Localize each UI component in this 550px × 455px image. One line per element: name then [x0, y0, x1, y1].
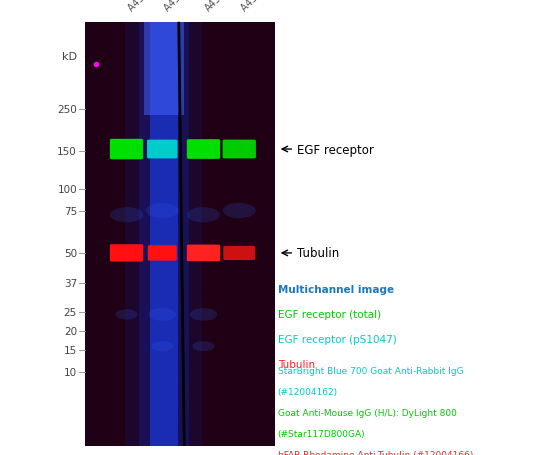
Ellipse shape: [116, 310, 138, 320]
Text: 37: 37: [64, 278, 77, 288]
Text: 10: 10: [64, 367, 77, 377]
Text: 250: 250: [57, 105, 77, 115]
FancyBboxPatch shape: [110, 140, 143, 160]
Text: A431untreated: A431untreated: [204, 0, 262, 14]
Ellipse shape: [187, 207, 220, 223]
Ellipse shape: [148, 308, 176, 321]
Text: EGF receptor: EGF receptor: [297, 143, 374, 156]
Ellipse shape: [223, 203, 256, 219]
FancyBboxPatch shape: [147, 140, 178, 159]
Text: kD: kD: [62, 51, 77, 61]
Ellipse shape: [192, 341, 215, 352]
FancyBboxPatch shape: [187, 140, 220, 160]
Text: A431+ EGF: A431+ EGF: [162, 0, 208, 14]
Bar: [85, 23, 275, 446]
FancyBboxPatch shape: [110, 245, 143, 262]
Text: 20: 20: [64, 327, 77, 337]
Text: 75: 75: [64, 206, 77, 216]
Ellipse shape: [110, 207, 143, 223]
Ellipse shape: [146, 203, 179, 219]
Text: Tubulin: Tubulin: [297, 247, 339, 260]
Bar: [125, 23, 202, 446]
Text: A431 untreated: A431 untreated: [126, 0, 188, 14]
Text: 25: 25: [64, 308, 77, 318]
Text: 150: 150: [57, 147, 77, 157]
Text: 50: 50: [64, 248, 77, 258]
FancyBboxPatch shape: [223, 246, 255, 260]
FancyBboxPatch shape: [187, 245, 220, 262]
Text: hFAB Rhodamine Anti-Tubulin (#12004166): hFAB Rhodamine Anti-Tubulin (#12004166): [278, 450, 473, 455]
Bar: [85, 23, 275, 446]
Text: 15: 15: [64, 346, 77, 356]
Text: (#Star117D800GA): (#Star117D800GA): [278, 429, 365, 438]
Text: Tubulin: Tubulin: [278, 359, 315, 369]
Ellipse shape: [151, 341, 173, 352]
Text: 100: 100: [57, 185, 77, 195]
Text: Multichannel image: Multichannel image: [278, 284, 394, 294]
FancyBboxPatch shape: [223, 140, 256, 159]
Text: EGF receptor (pS1047): EGF receptor (pS1047): [278, 334, 397, 344]
Bar: [139, 23, 189, 446]
Text: A431+ EGF: A431+ EGF: [239, 0, 285, 14]
Text: Goat Anti-Mouse IgG (H/L): DyLight 800: Goat Anti-Mouse IgG (H/L): DyLight 800: [278, 408, 456, 417]
Bar: [144, 23, 184, 116]
FancyBboxPatch shape: [148, 246, 177, 261]
Text: (#12004162): (#12004162): [278, 387, 338, 396]
Bar: [150, 23, 178, 446]
Text: StarBright Blue 700 Goat Anti-Rabbit IgG: StarBright Blue 700 Goat Anti-Rabbit IgG: [278, 366, 463, 375]
Text: EGF receptor (total): EGF receptor (total): [278, 309, 381, 319]
Ellipse shape: [190, 308, 217, 321]
